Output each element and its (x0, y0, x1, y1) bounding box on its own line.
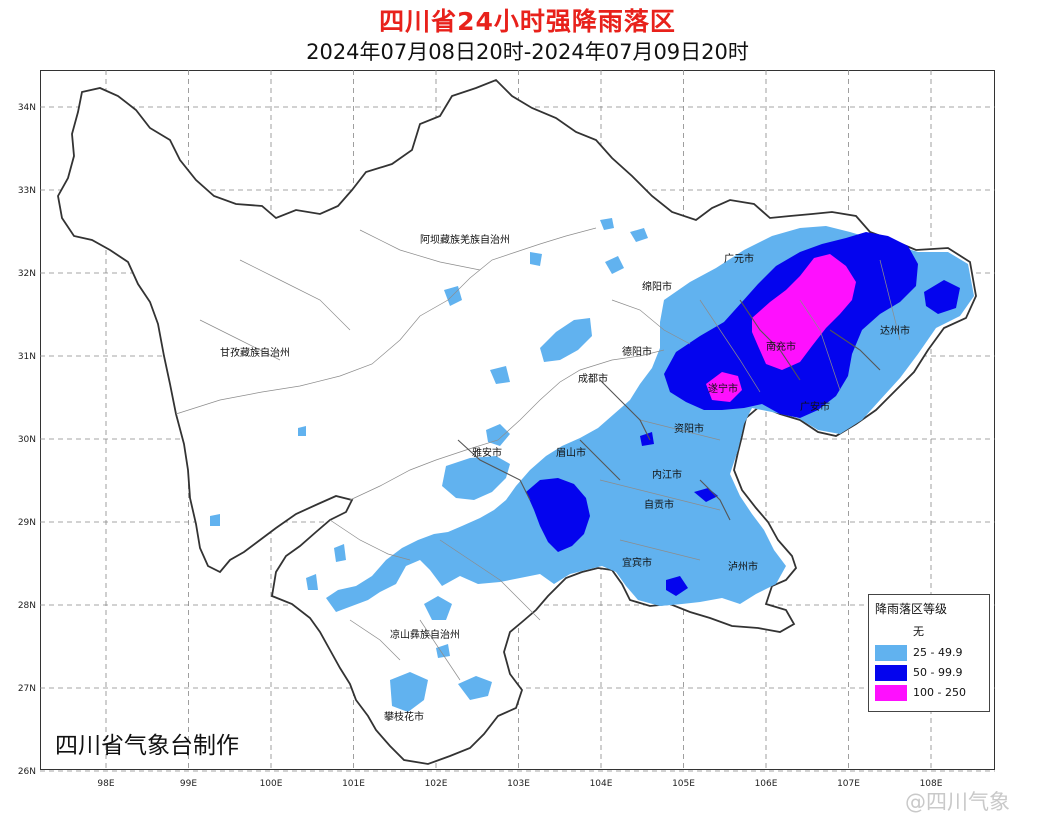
latitude-labels: 34N 33N 32N 31N 30N 29N 28N 27N 26N (18, 103, 36, 777)
place-label: 德阳市 (622, 345, 652, 358)
legend-label: 50 - 99.9 (913, 666, 963, 679)
legend-item-100-250: 100 - 250 (875, 685, 985, 701)
latitude-label: 26N (18, 767, 36, 777)
place-label: 雅安市 (472, 446, 502, 459)
legend-swatch (875, 685, 907, 701)
legend-item-50-99.9: 50 - 99.9 (875, 665, 985, 681)
place-label: 内江市 (652, 468, 682, 481)
place-label: 阿坝藏族羌族自治州 (420, 233, 510, 246)
watermark: @四川气象 (905, 790, 1010, 814)
place-label: 广元市 (724, 252, 754, 265)
map-subtitle: 2024年07月08日20时-2024年07月09日20时 (306, 40, 749, 64)
latitude-label: 33N (18, 186, 36, 196)
legend-title: 降雨落区等级 (875, 602, 948, 616)
place-label: 南充市 (766, 340, 796, 353)
place-label: 自贡市 (644, 498, 674, 511)
place-label: 达州市 (880, 324, 910, 337)
longitude-labels: 98E 99E 100E 101E 102E 103E 104E 105E 106E 107E 10… (97, 779, 942, 789)
place-label: 广安市 (800, 400, 830, 413)
legend-box: 降雨落区等级 无 25 - 49.9 50 - 99.9 100 - 250 (868, 594, 990, 712)
rain-zone-100-250 (706, 254, 856, 402)
county-boundaries (175, 227, 901, 681)
legend-swatch (875, 645, 907, 661)
legend-swatch (875, 622, 907, 638)
place-label: 泸州市 (728, 560, 758, 573)
place-label: 宜宾市 (622, 556, 652, 569)
legend-item-none: 无 (875, 622, 985, 638)
legend-swatch (875, 665, 907, 681)
longitude-label: 106E (755, 779, 778, 789)
latitude-label: 34N (18, 103, 36, 113)
legend-label: 100 - 250 (913, 686, 966, 699)
longitude-label: 99E (180, 779, 197, 789)
latitude-label: 31N (18, 352, 36, 362)
longitude-label: 102E (425, 779, 448, 789)
legend-label: 25 - 49.9 (913, 646, 963, 659)
place-label: 绵阳市 (642, 280, 672, 293)
prefecture-boundaries (457, 299, 881, 521)
legend-item-25-49.9: 25 - 49.9 (875, 645, 985, 661)
place-label: 成都市 (578, 372, 608, 385)
legend-label: 无 (913, 625, 924, 638)
longitude-label: 104E (590, 779, 613, 789)
map-title: 四川省24小时强降雨落区 (379, 7, 676, 36)
latitude-label: 28N (18, 601, 36, 611)
place-label: 资阳市 (674, 422, 704, 435)
longitude-label: 98E (97, 779, 114, 789)
latitude-label: 32N (18, 269, 36, 279)
map-frame (40, 70, 995, 770)
longitude-label: 105E (672, 779, 695, 789)
longitude-label: 103E (507, 779, 530, 789)
place-label: 攀枝花市 (384, 710, 424, 723)
longitude-label: 108E (920, 779, 943, 789)
place-label: 凉山彝族自治州 (390, 628, 460, 641)
longitude-label: 107E (837, 779, 860, 789)
longitude-label: 101E (342, 779, 365, 789)
latitude-label: 27N (18, 684, 36, 694)
place-label: 甘孜藏族自治州 (220, 346, 290, 359)
longitude-label: 100E (260, 779, 283, 789)
latitude-label: 29N (18, 518, 36, 528)
footer-credit: 四川省气象台制作 (55, 733, 239, 759)
latitude-label: 30N (18, 435, 36, 445)
place-label: 眉山市 (556, 446, 586, 459)
place-label: 遂宁市 (708, 382, 738, 395)
